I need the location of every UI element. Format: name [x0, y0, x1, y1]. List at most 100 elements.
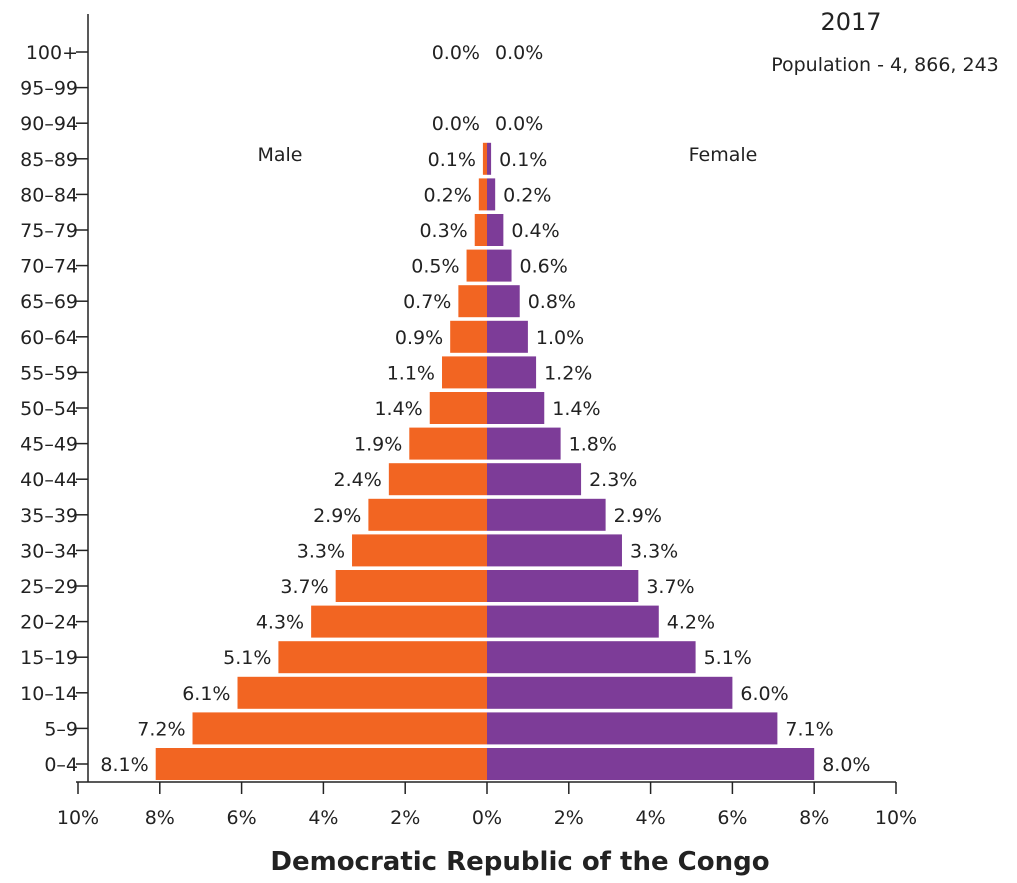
female-bar-60–64: [487, 320, 528, 353]
male-bar-55–59: [442, 356, 487, 389]
value-labels-group: 8.1% 8.0% 7.2% 7.1% 6.1% 6.0% 5.1% 5.1% 4.3% 4.2%…: [100, 42, 870, 776]
y-tick-label-35–39: 35–39: [20, 505, 78, 527]
female-bar-85–89: [487, 142, 492, 175]
y-tick-label-0–4: 0–4: [44, 754, 78, 776]
male-value-label-15–19: 5.1%: [223, 647, 271, 669]
y-tick-label-75–79: 75–79: [20, 220, 78, 242]
x-tick-label-5: 0%: [472, 807, 502, 829]
male-bar-85–89: [482, 142, 487, 175]
y-tick-label-25–29: 25–29: [20, 576, 78, 598]
female-bar-50–54: [487, 392, 545, 424]
footer-title: Democratic Republic of the Congo: [270, 847, 769, 877]
year-label: 2017: [820, 8, 881, 36]
male-value-label-70–74: 0.5%: [411, 256, 459, 278]
male-value-label-80–84: 0.2%: [424, 184, 472, 206]
y-tick-label-100+: 100+: [26, 42, 78, 64]
male-value-label-35–39: 2.9%: [313, 505, 361, 527]
female-value-label-25–29: 3.7%: [646, 576, 694, 598]
male-bar-20–24: [311, 605, 487, 638]
female-bar-20–24: [487, 605, 659, 638]
x-tick-label-8: 6%: [717, 807, 747, 829]
y-tick-label-80–84: 80–84: [20, 184, 78, 206]
male-value-label-85–89: 0.1%: [428, 149, 476, 171]
y-tick-label-40–44: 40–44: [20, 469, 78, 491]
female-bar-0–4: [487, 748, 815, 780]
x-tick-label-9: 8%: [799, 807, 829, 829]
female-bar-15–19: [487, 641, 696, 674]
male-bar-45–49: [409, 427, 487, 460]
female-value-label-60–64: 1.0%: [536, 327, 584, 349]
female-value-label-40–44: 2.3%: [589, 469, 637, 491]
female-bar-45–49: [487, 427, 561, 460]
population-label: Population - 4, 866, 243: [771, 54, 999, 76]
male-bar-15–19: [278, 641, 487, 674]
female-value-label-55–59: 1.2%: [544, 362, 592, 384]
male-bar-0–4: [155, 748, 487, 780]
male-bar-40–44: [388, 463, 487, 496]
female-bar-25–29: [487, 570, 639, 602]
x-tick-label-3: 4%: [308, 807, 338, 829]
x-tick-label-10: 10%: [875, 807, 917, 829]
male-value-label-45–49: 1.9%: [354, 434, 402, 456]
female-value-label-5–9: 7.1%: [785, 718, 833, 740]
female-value-label-30–34: 3.3%: [630, 540, 678, 562]
female-value-label-65–69: 0.8%: [528, 291, 576, 313]
y-tick-label-45–49: 45–49: [20, 434, 78, 456]
female-value-label-20–24: 4.2%: [667, 612, 715, 634]
female-value-label-85–89: 0.1%: [499, 149, 547, 171]
x-axis: 10% 8% 6% 4% 2% 0% 2% 4% 6% 8% 10%: [57, 781, 917, 829]
male-label: Male: [257, 144, 302, 166]
bars-group: [155, 142, 815, 780]
male-value-label-30–34: 3.3%: [297, 540, 345, 562]
female-bar-30–34: [487, 534, 622, 567]
female-value-label-80–84: 0.2%: [503, 184, 551, 206]
male-bar-10–14: [237, 676, 487, 709]
female-bar-40–44: [487, 463, 582, 496]
female-bar-65–69: [487, 285, 520, 318]
x-tick-label-1: 8%: [145, 807, 175, 829]
female-bar-70–74: [487, 249, 512, 282]
male-value-label-60–64: 0.9%: [395, 327, 443, 349]
male-value-label-40–44: 2.4%: [334, 469, 382, 491]
female-value-label-0–4: 8.0%: [822, 754, 870, 776]
y-tick-label-95–99: 95–99: [20, 78, 78, 100]
male-bar-25–29: [335, 570, 487, 602]
y-tick-label-50–54: 50–54: [20, 398, 78, 420]
female-bar-75–79: [487, 214, 504, 246]
female-value-label-15–19: 5.1%: [704, 647, 752, 669]
female-value-label-75–79: 0.4%: [511, 220, 559, 242]
female-value-label-50–54: 1.4%: [552, 398, 600, 420]
female-bar-35–39: [487, 498, 606, 531]
male-bar-70–74: [466, 249, 487, 282]
x-tick-label-2: 6%: [227, 807, 257, 829]
male-value-label-55–59: 1.1%: [387, 362, 435, 384]
male-bar-35–39: [368, 498, 487, 531]
x-tick-label-4: 2%: [390, 807, 420, 829]
female-bar-5–9: [487, 712, 778, 745]
female-bar-10–14: [487, 676, 733, 709]
y-tick-label-65–69: 65–69: [20, 291, 78, 313]
male-value-label-10–14: 6.1%: [182, 683, 230, 705]
y-axis: 0–4 5–9 10–14 15–19 20–24 25–29 30–34 35–39 40–4…: [20, 14, 89, 782]
female-value-label-90–94: 0.0%: [495, 113, 543, 135]
male-value-label-20–24: 4.3%: [256, 612, 304, 634]
x-tick-label-6: 2%: [554, 807, 584, 829]
male-bar-60–64: [450, 320, 487, 353]
female-value-label-45–49: 1.8%: [569, 434, 617, 456]
male-bar-75–79: [474, 214, 487, 246]
male-bar-80–84: [478, 178, 487, 211]
female-bar-55–59: [487, 356, 537, 389]
male-bar-50–54: [429, 392, 487, 424]
male-bar-30–34: [352, 534, 487, 567]
y-tick-label-55–59: 55–59: [20, 362, 78, 384]
male-value-label-100+: 0.0%: [432, 42, 480, 64]
female-value-label-100+: 0.0%: [495, 42, 543, 64]
female-value-label-35–39: 2.9%: [614, 505, 662, 527]
x-tick-label-0: 10%: [57, 807, 99, 829]
male-value-label-50–54: 1.4%: [374, 398, 422, 420]
y-tick-label-20–24: 20–24: [20, 612, 78, 634]
y-tick-label-70–74: 70–74: [20, 256, 78, 278]
y-tick-label-90–94: 90–94: [20, 113, 78, 135]
female-label: Female: [689, 144, 758, 166]
male-bar-65–69: [458, 285, 487, 318]
